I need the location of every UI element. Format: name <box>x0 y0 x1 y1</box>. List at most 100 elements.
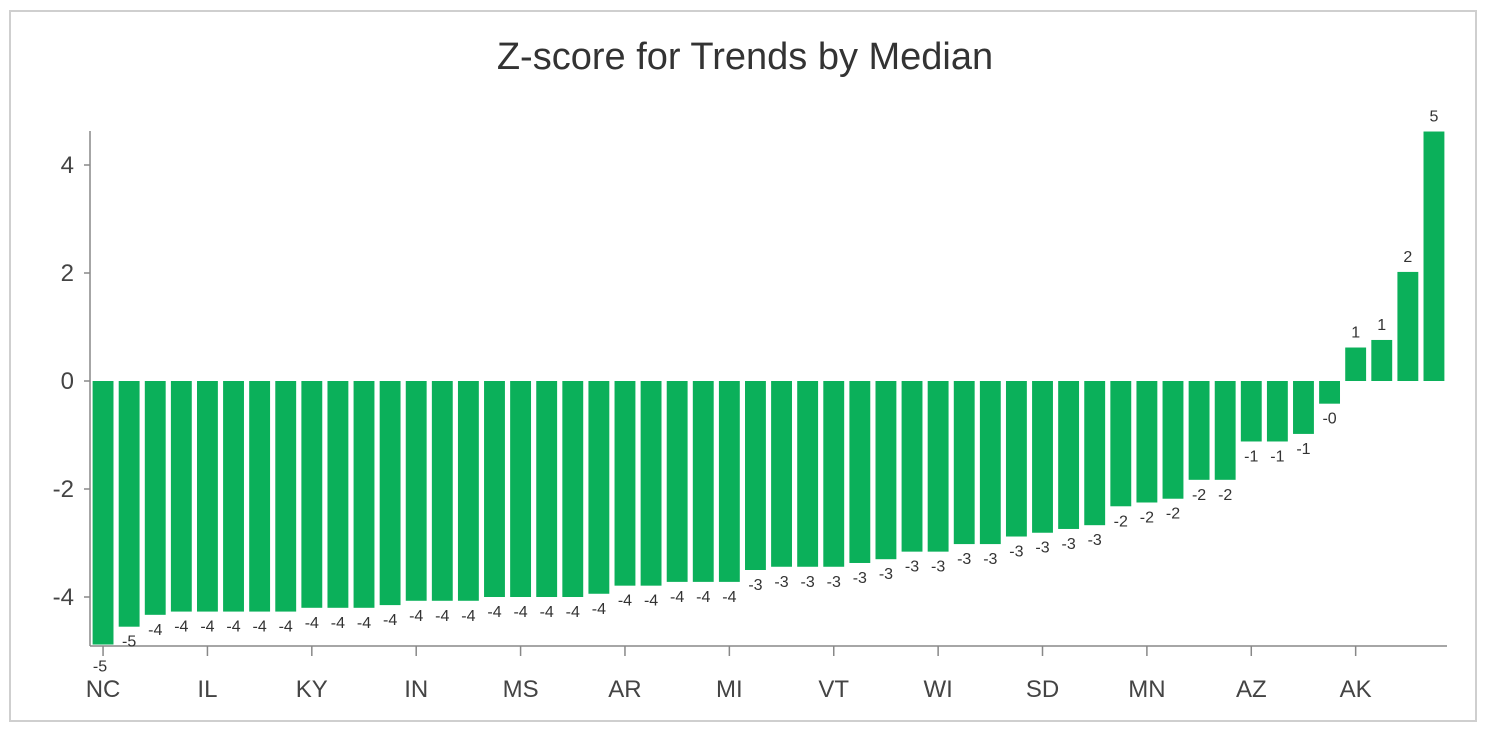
bar <box>223 381 244 612</box>
y-tick-label: -4 <box>53 584 74 611</box>
data-label: -2 <box>1218 487 1232 504</box>
chart-title: Z-score for Trends by Median <box>496 36 994 78</box>
data-label: -3 <box>879 566 893 583</box>
bar <box>301 381 323 608</box>
x-tick-label: AR <box>608 676 641 703</box>
data-label: -3 <box>827 574 841 591</box>
data-label: -4 <box>148 622 162 639</box>
bar <box>1162 381 1184 499</box>
bar <box>536 381 558 597</box>
data-label: -0 <box>1322 411 1336 428</box>
data-label: -2 <box>1140 510 1154 527</box>
data-label: -5 <box>93 659 107 676</box>
bar <box>405 381 427 601</box>
y-tick-label: -2 <box>53 476 74 503</box>
x-tick-label: KY <box>296 676 328 703</box>
bar <box>1188 381 1210 480</box>
x-tick-label: MS <box>503 676 539 703</box>
data-label: -4 <box>540 604 554 621</box>
bar <box>1319 381 1341 404</box>
bar <box>249 381 271 612</box>
bar <box>771 381 792 567</box>
bar <box>849 381 871 563</box>
bar <box>614 381 636 586</box>
bar <box>979 381 1001 545</box>
bar <box>1240 381 1262 442</box>
bar <box>431 381 453 601</box>
data-label: -3 <box>748 577 762 594</box>
data-label: -4 <box>670 589 684 606</box>
bar <box>745 381 766 570</box>
data-label: -3 <box>1088 532 1102 549</box>
bar <box>666 381 688 582</box>
data-label: -4 <box>279 619 293 636</box>
data-label: -3 <box>1035 540 1049 557</box>
data-label: -3 <box>983 551 997 568</box>
bar <box>953 381 975 545</box>
y-tick-label: 0 <box>61 368 74 395</box>
data-label: -4 <box>357 615 371 632</box>
bar <box>562 381 584 597</box>
data-label: -4 <box>618 593 632 610</box>
bar <box>92 381 114 645</box>
bar <box>875 381 897 560</box>
data-label: -5 <box>122 634 136 651</box>
data-label: -3 <box>1061 536 1075 553</box>
data-label: -3 <box>853 570 867 587</box>
bar <box>1371 339 1393 381</box>
data-label: -4 <box>435 608 449 625</box>
bar <box>797 381 819 567</box>
bar <box>901 381 923 552</box>
data-label: -4 <box>409 608 423 625</box>
data-label: -3 <box>931 559 945 576</box>
data-label: -3 <box>905 559 919 576</box>
x-tick-label: IN <box>404 676 428 703</box>
bar <box>718 381 740 582</box>
x-tick-label: WI <box>923 676 952 703</box>
bar <box>692 381 714 582</box>
x-tick-label: AZ <box>1236 676 1267 703</box>
data-label: -4 <box>331 615 345 632</box>
bar <box>1110 381 1132 507</box>
data-label: -4 <box>253 619 267 636</box>
bar <box>1397 271 1419 381</box>
bar <box>1423 131 1445 381</box>
bar <box>196 381 218 612</box>
data-labels: -5 -5 -4 -4 -4 -4 -4 -4 -4 -4 -4 -4 -4 -4 -4 -4 -4 -4 -4 -4… <box>93 109 1439 676</box>
data-label: 2 <box>1403 249 1412 266</box>
bar <box>823 381 845 567</box>
bar <box>1345 347 1367 381</box>
data-label: -3 <box>1009 544 1023 561</box>
data-label: -1 <box>1244 448 1258 465</box>
x-tick-label: IL <box>197 676 217 703</box>
x-tick-label: VT <box>818 676 849 703</box>
bar <box>927 381 949 552</box>
bar <box>327 381 349 608</box>
x-tick-label: MN <box>1128 676 1165 703</box>
data-label: -4 <box>174 619 188 636</box>
data-label: -4 <box>592 601 606 618</box>
bar <box>1266 381 1288 442</box>
data-label: -4 <box>200 619 214 636</box>
data-label: -4 <box>383 612 397 629</box>
data-label: -2 <box>1192 487 1206 504</box>
bar <box>144 381 166 615</box>
bar <box>484 381 505 597</box>
bar <box>1084 381 1106 526</box>
bar <box>1058 381 1080 529</box>
y-axis: -4 -2 0 2 4 <box>53 131 91 646</box>
bar <box>1032 381 1053 533</box>
data-label: 1 <box>1351 325 1360 342</box>
data-label: -1 <box>1296 441 1310 458</box>
data-label: -4 <box>566 604 580 621</box>
bar <box>379 381 401 606</box>
bar <box>353 381 375 608</box>
data-label: -3 <box>957 551 971 568</box>
data-label: -3 <box>801 574 815 591</box>
bar <box>1214 381 1236 480</box>
x-axis: NC IL KY IN MS AR MI VT WI SD MN AZ AK <box>86 645 1447 703</box>
data-label: -4 <box>487 604 501 621</box>
x-tick-label: SD <box>1026 676 1059 703</box>
data-label: -4 <box>644 593 658 610</box>
